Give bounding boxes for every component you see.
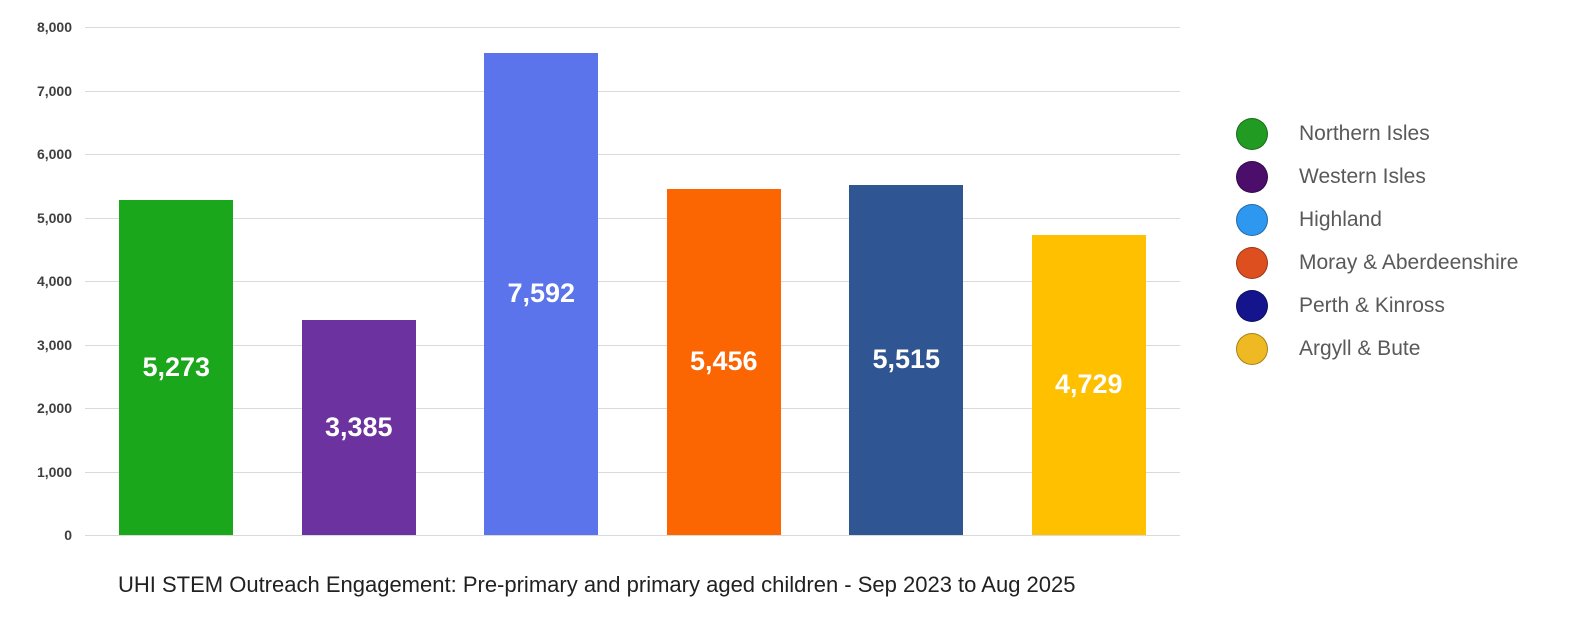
y-axis-tick-label: 7,000 — [36, 82, 72, 99]
legend-swatch-circle — [1236, 203, 1268, 236]
legend-label: Highland — [1299, 207, 1382, 231]
y-axis-tick-label: 3,000 — [36, 336, 72, 353]
gridline — [85, 535, 1180, 536]
bar-value-label: 5,456 — [689, 346, 758, 377]
y-axis-tick-label: 5,000 — [36, 209, 72, 226]
bar-perth-kinross: 5,515 — [849, 184, 964, 535]
gridline — [85, 154, 1180, 155]
gridline — [85, 90, 1180, 92]
bar-value-label: 5,273 — [142, 352, 211, 383]
legend-swatch-circle — [1236, 160, 1268, 193]
y-axis-tick-label: 6,000 — [36, 146, 72, 162]
legend-label: Moray & Aberdeenshire — [1299, 250, 1519, 274]
bar-value-label: 7,592 — [507, 278, 576, 309]
gridline — [85, 344, 1180, 346]
legend: Northern Isles Western Isles Highland Moray… — [1236, 112, 1518, 370]
y-axis-tick-label: 4,000 — [36, 273, 72, 289]
bar-value-label: 5,515 — [872, 344, 941, 375]
legend-item-western-isles: Western Isles — [1236, 155, 1518, 198]
bar-moray-aberdeenshire: 5,456 — [666, 188, 781, 535]
gridline — [85, 281, 1180, 282]
bar-western-isles: 3,385 — [301, 320, 416, 535]
bar-highland: 7,592 — [484, 52, 599, 535]
gridline — [85, 408, 1180, 409]
legend-label: Western Isles — [1299, 164, 1426, 188]
bar-northern-isles: 5,273 — [119, 200, 234, 535]
legend-swatch-circle — [1236, 289, 1268, 322]
y-axis-tick-label: 8,000 — [36, 19, 72, 35]
bar-argyll-bute: 4,729 — [1031, 234, 1146, 535]
gridline — [85, 217, 1180, 219]
legend-item-moray-aberdeenshire: Moray & Aberdeenshire — [1236, 241, 1518, 284]
legend-swatch-circle — [1236, 117, 1268, 150]
legend-label: Northern Isles — [1299, 121, 1430, 145]
bar-value-label: 3,385 — [324, 412, 393, 443]
y-axis-tick-label: 0 — [64, 527, 72, 543]
bar-value-label: 4,729 — [1054, 369, 1123, 400]
legend-swatch-circle — [1236, 246, 1268, 279]
gridline — [85, 27, 1180, 28]
y-axis-tick-label: 2,000 — [36, 400, 72, 416]
legend-item-argyll-bute: Argyll & Bute — [1236, 327, 1518, 370]
legend-label: Argyll & Bute — [1299, 336, 1421, 360]
legend-label: Perth & Kinross — [1299, 293, 1445, 317]
y-axis-tick-label: 1,000 — [36, 463, 72, 480]
legend-item-perth-kinross: Perth & Kinross — [1236, 284, 1518, 327]
legend-item-highland: Highland — [1236, 198, 1518, 241]
legend-item-northern-isles: Northern Isles — [1236, 112, 1518, 155]
legend-swatch-circle — [1236, 332, 1268, 365]
chart-caption: UHI STEM Outreach Engagement: Pre-primar… — [118, 572, 1076, 597]
gridline — [85, 471, 1180, 473]
